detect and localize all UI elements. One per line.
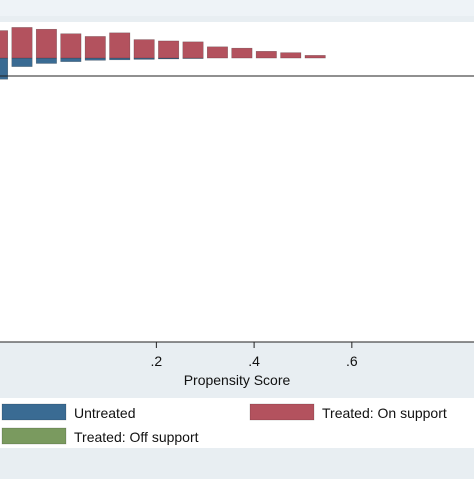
bar-untreated-1 bbox=[11, 57, 33, 67]
x-tick-label-2: .6 bbox=[346, 353, 358, 369]
legend-swatch-0 bbox=[1, 403, 67, 421]
bar-treated-2 bbox=[35, 28, 57, 59]
x-tick-label-1: .4 bbox=[248, 353, 260, 369]
bar-treated-10 bbox=[231, 47, 253, 59]
legend: Untreated Treated: On support Treated: Off… bbox=[1, 403, 447, 445]
bar-untreated-7 bbox=[158, 57, 180, 60]
bar-treated-9 bbox=[206, 46, 228, 59]
x-axis-label: Propensity Score bbox=[184, 372, 291, 388]
top-band bbox=[0, 0, 474, 16]
x-ticks-group: .2 .4 .6 bbox=[151, 342, 358, 369]
bar-treated-4 bbox=[84, 36, 106, 59]
bars-group bbox=[0, 27, 326, 80]
bar-treated-8 bbox=[182, 41, 204, 59]
legend-label-1: Treated: On support bbox=[322, 405, 447, 421]
bar-untreated-8 bbox=[182, 57, 204, 59]
plot-area bbox=[0, 22, 474, 342]
bar-treated-5 bbox=[109, 32, 131, 59]
bar-treated-13 bbox=[304, 55, 326, 59]
legend-swatch-2 bbox=[1, 427, 67, 445]
bar-untreated-4 bbox=[84, 57, 106, 61]
legend-label-0: Untreated bbox=[74, 405, 135, 421]
bar-treated-11 bbox=[255, 51, 277, 59]
bar-treated-12 bbox=[280, 52, 302, 59]
x-tick-label-0: .2 bbox=[151, 353, 163, 369]
bar-untreated-3 bbox=[60, 57, 82, 62]
bar-treated-1 bbox=[11, 27, 33, 59]
bar-untreated-2 bbox=[35, 57, 57, 64]
bar-untreated-6 bbox=[133, 57, 155, 60]
bar-untreated-0 bbox=[0, 57, 9, 80]
legend-label-2: Treated: Off support bbox=[74, 429, 199, 445]
bar-treated-3 bbox=[60, 33, 82, 59]
bar-treated-0 bbox=[0, 30, 9, 59]
legend-box bbox=[0, 398, 474, 448]
legend-swatch-1 bbox=[249, 403, 315, 421]
bar-treated-7 bbox=[158, 40, 180, 59]
bar-untreated-5 bbox=[109, 57, 131, 61]
bar-treated-6 bbox=[133, 39, 155, 59]
